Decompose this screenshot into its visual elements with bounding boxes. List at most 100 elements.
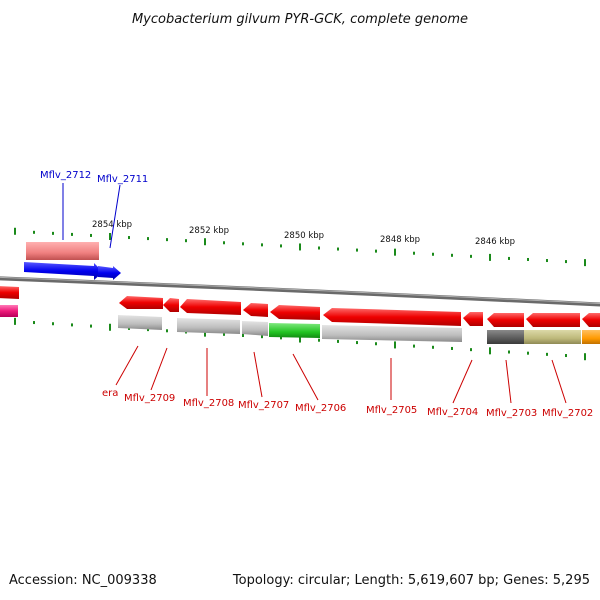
scale-tick-top [109, 232, 111, 240]
scale-tick-bottom [280, 336, 282, 340]
scale-tick-bottom [223, 332, 225, 336]
gene-label-mflv-2706[interactable]: Mflv_2706 [295, 403, 346, 414]
feature-left-pink[interactable] [0, 305, 18, 317]
scale-tick-top [14, 227, 16, 235]
genome-backbone [0, 276, 600, 307]
scale-tick-bottom [261, 335, 263, 339]
scale-tick-bottom [166, 329, 168, 333]
gene-arrow-mflv-2712[interactable] [24, 262, 103, 280]
scale-tick-top [394, 248, 396, 256]
gene-label-mflv-2707[interactable]: Mflv_2707 [238, 400, 289, 411]
feature-bar-mflv-2705[interactable] [322, 325, 462, 342]
scale-tick-top [508, 256, 510, 260]
feature-bar-right-edge[interactable] [582, 330, 600, 344]
scale-tick-bottom [337, 339, 339, 343]
gene-label-mflv-2702[interactable]: Mflv_2702 [542, 408, 593, 419]
gene-label-mflv-2704[interactable]: Mflv_2704 [427, 407, 478, 418]
scale-tick-top [451, 253, 453, 257]
gene-arrow-mflv-2706[interactable] [270, 305, 320, 320]
scale-tick-top [546, 259, 548, 263]
scale-tick-top [147, 237, 149, 241]
gene-arrow-mflv-2705[interactable] [323, 308, 461, 326]
gene-label-mflv-2712[interactable]: Mflv_2712 [40, 170, 91, 181]
scale-tick-top [242, 242, 244, 246]
scale-label-2854: 2854 kbp [92, 220, 132, 230]
scale-label-2846: 2846 kbp [475, 237, 515, 247]
gene-label-era[interactable]: era [102, 388, 118, 399]
scale-tick-bottom [470, 348, 472, 352]
map-title: Mycobacterium gilvum PYR-GCK, complete g… [132, 12, 468, 27]
scale-tick-bottom [318, 338, 320, 342]
gene-arrow-mflv-2707[interactable] [243, 303, 268, 317]
scale-tick-top [375, 249, 377, 253]
scale-tick-bottom [375, 342, 377, 346]
scale-tick-top [413, 251, 415, 255]
scale-tick-bottom [546, 352, 548, 356]
scale-tick-top [318, 246, 320, 250]
leader-lines [62, 183, 567, 404]
scale-tick-bottom [90, 324, 92, 328]
scale-label-2852: 2852 kbp [189, 226, 229, 236]
scale-tick-top [356, 248, 358, 252]
scale-tick-top [299, 243, 301, 251]
scale-tick-top [90, 233, 92, 237]
genome-info-text: Topology: circular; Length: 5,619,607 bp… [232, 573, 590, 588]
scale-tick-bottom [14, 317, 16, 325]
feature-bar-mflv-2708[interactable] [177, 318, 240, 334]
feature-bar-mflv-2702[interactable] [524, 330, 581, 344]
scale-tick-bottom [413, 344, 415, 348]
scale-tick-top [470, 254, 472, 258]
scale-tick-top [527, 257, 529, 261]
gene-arrow-left-red[interactable] [0, 286, 19, 299]
gene-label-mflv-2709[interactable]: Mflv_2709 [124, 393, 175, 404]
scale-ticks [14, 227, 586, 361]
gene-label-mflv-2705[interactable]: Mflv_2705 [366, 405, 417, 416]
scale-tick-bottom [71, 323, 73, 327]
scale-tick-bottom [584, 353, 586, 361]
scale-label-2848: 2848 kbp [380, 235, 420, 245]
feature-bar-mflv-2707[interactable] [242, 321, 268, 336]
gene-arrow-mflv-2708[interactable] [180, 299, 241, 315]
scale-label-2850: 2850 kbp [284, 231, 324, 241]
scale-tick-top [166, 238, 168, 242]
scale-tick-bottom [299, 335, 301, 343]
scale-tick-bottom [489, 347, 491, 355]
scale-tick-bottom [242, 334, 244, 338]
gene-arrow-mflv-2704[interactable] [463, 312, 483, 326]
scale-tick-bottom [33, 321, 35, 325]
scale-tick-top [261, 243, 263, 247]
scale-tick-bottom [147, 328, 149, 332]
scale-tick-bottom [52, 322, 54, 326]
gene-label-mflv-2708[interactable]: Mflv_2708 [183, 398, 234, 409]
gene-arrow-mflv-2702[interactable] [526, 313, 580, 327]
scale-tick-bottom [451, 346, 453, 350]
scale-tick-top [584, 259, 586, 267]
feature-bar-era[interactable] [118, 315, 162, 330]
scale-tick-bottom [432, 345, 434, 349]
feature-bar-mflv-2706[interactable] [269, 323, 320, 338]
gene-arrow-mflv-2709[interactable] [163, 298, 179, 312]
scale-tick-top [489, 253, 491, 261]
gene-arrow-right-edge[interactable] [582, 313, 600, 327]
feature-bar-mflv-2703[interactable] [487, 330, 524, 344]
accession-text: Accession: NC_009338 [9, 573, 157, 588]
gene-arrow-mflv-2711[interactable] [98, 266, 121, 280]
gene-arrow-mflv-2703[interactable] [487, 313, 524, 327]
scale-tick-top [204, 238, 206, 246]
scale-tick-bottom [356, 341, 358, 345]
gene-label-mflv-2703[interactable]: Mflv_2703 [486, 408, 537, 419]
scale-tick-top [128, 236, 130, 240]
gene-arrow-era[interactable] [119, 296, 163, 309]
scale-tick-top [71, 232, 73, 236]
scale-tick-bottom [204, 329, 206, 337]
feature-light-red[interactable] [26, 242, 99, 260]
scale-tick-top [52, 231, 54, 235]
scale-tick-top [223, 241, 225, 245]
scale-tick-bottom [527, 351, 529, 355]
scale-tick-top [33, 230, 35, 234]
scale-tick-bottom [508, 350, 510, 354]
scale-tick-top [565, 260, 567, 264]
gene-label-mflv-2711[interactable]: Mflv_2711 [97, 174, 148, 185]
scale-tick-bottom [394, 341, 396, 349]
